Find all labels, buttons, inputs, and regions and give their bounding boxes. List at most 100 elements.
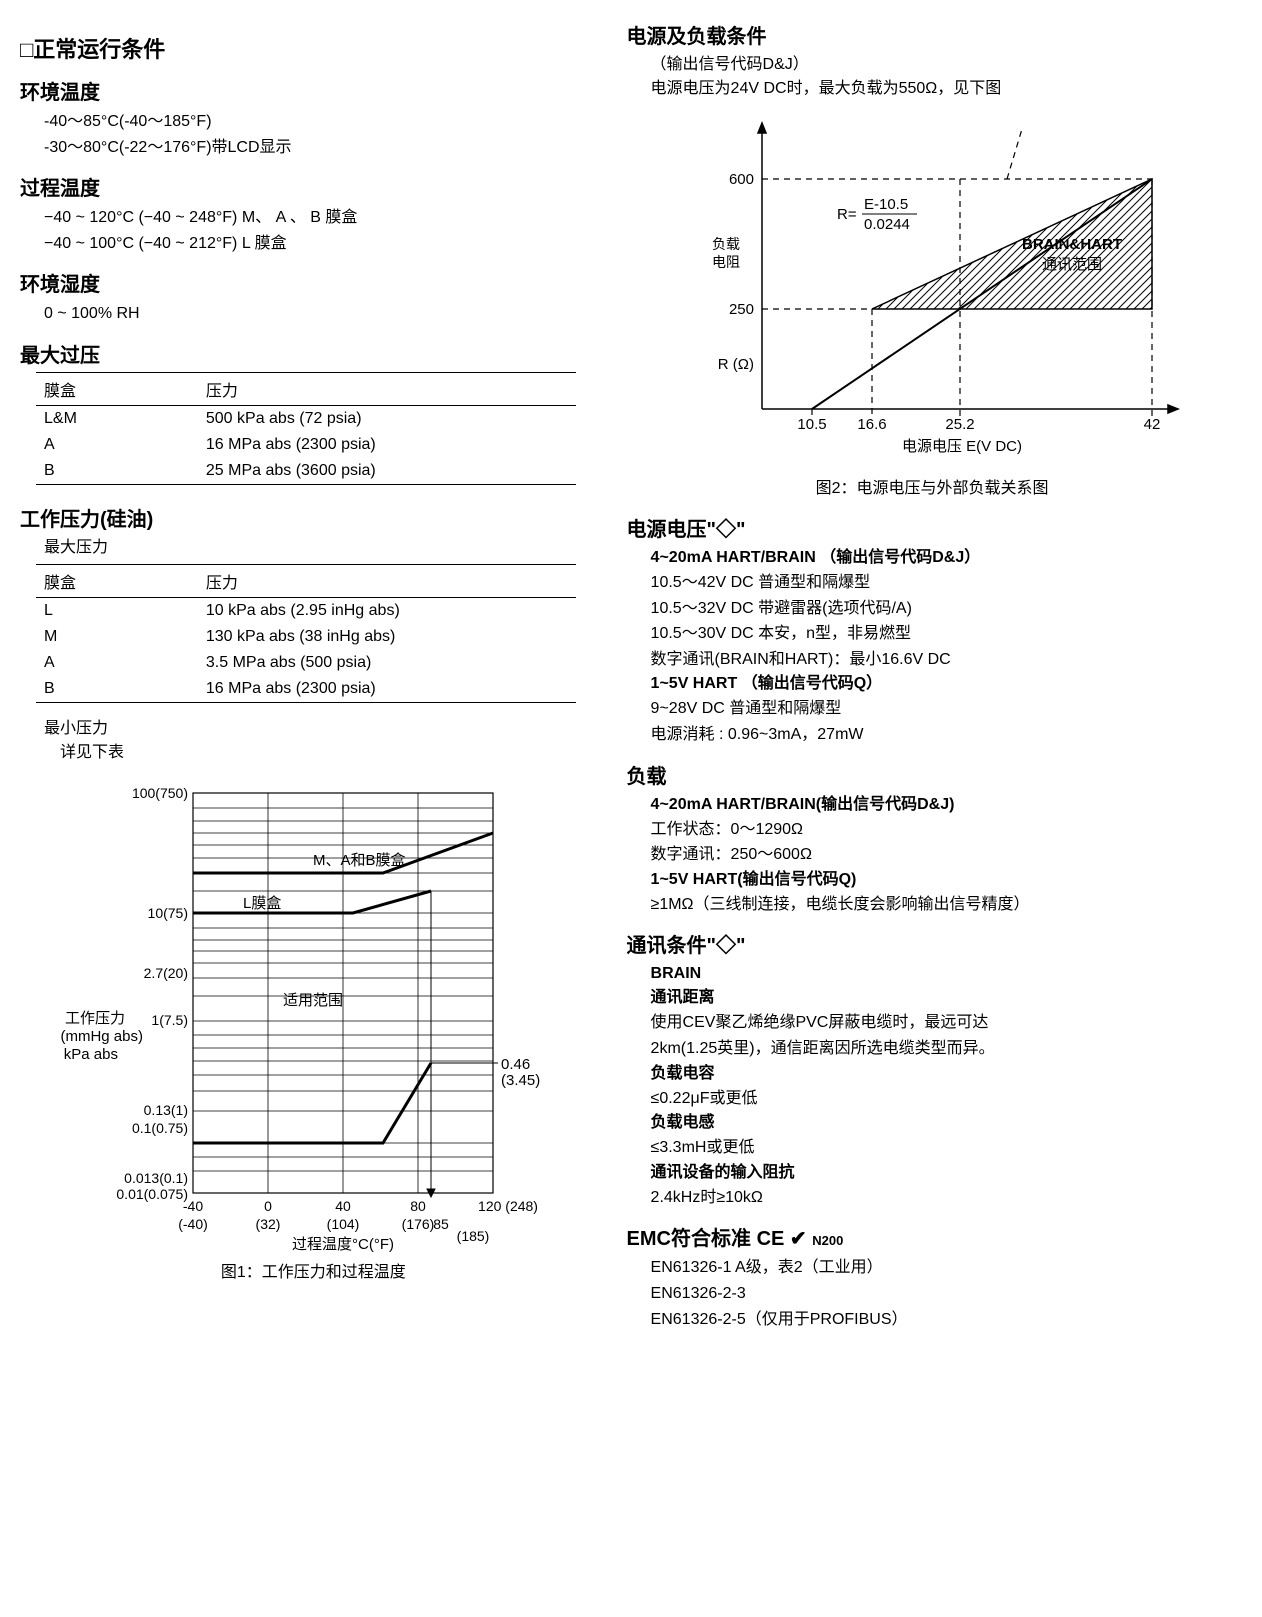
table-cell: 3.5 MPa abs (500 psia): [198, 650, 576, 676]
emc-l2: EN61326-2-3: [651, 1281, 1238, 1307]
figure1-caption: 图1：工作压力和过程温度: [20, 1261, 607, 1285]
pv-l6: 电源消耗 : 0.96~3mA，27mW: [651, 722, 1238, 748]
table-cell: 16 MPa abs (2300 psia): [198, 676, 576, 703]
fig1-ytick: 0.01(0.075): [117, 1186, 189, 1202]
fig1-xsub: 85: [433, 1216, 449, 1232]
table-cell: 25 MPa abs (3600 psia): [198, 458, 576, 485]
fig1-x-label: 过程温度°C(°F): [292, 1236, 394, 1253]
comm-dist-l1: 使用CEV聚乙烯绝缘PVC屏蔽电缆时，最远可达: [651, 1010, 1238, 1036]
fig2-ytick: 250: [729, 301, 754, 318]
fig2-xtick: 16.6: [857, 416, 886, 433]
comm-title: 通讯条件"◇": [627, 929, 1238, 958]
fig1-xtick: -40: [183, 1198, 203, 1214]
fig1-ytick: 0.13(1): [144, 1102, 188, 1118]
fig1-region-l: L膜盒: [243, 895, 281, 912]
fig1-xextra: (185): [457, 1228, 490, 1244]
emc-title: EMC符合标准 CE ✔ N200: [627, 1222, 1238, 1251]
main-heading: □正常运行条件: [20, 32, 607, 64]
fig1-xsub: (176): [402, 1216, 435, 1232]
comm-dist-l2: 2km(1.25英里)，通信距离因所选电缆类型而异。: [651, 1036, 1238, 1062]
fig2-xtick: 10.5: [797, 416, 826, 433]
max-overpressure-title: 最大过压: [20, 339, 607, 368]
comm-imp-l1: 2.4kHz时≥10kΩ: [651, 1185, 1238, 1211]
fig2-region: BRAIN&HART: [1022, 236, 1122, 253]
min-pressure-note: 详见下表: [20, 741, 607, 765]
fig1-xsub: (104): [327, 1216, 360, 1232]
fig1-ytick: 0.013(0.1): [124, 1170, 188, 1186]
pv-l3: 10.5～30V DC 本安，n型，非易燃型: [651, 621, 1238, 647]
process-temp-line2: −40 ~ 100°C (−40 ~ 212°F) L 膜盒: [44, 231, 607, 257]
ambient-humidity-title: 环境湿度: [20, 268, 607, 297]
comm-ind-title: 负载电感: [651, 1111, 1238, 1135]
ambient-temp-title: 环境温度: [20, 76, 607, 105]
fig1-anno-345: (3.45): [501, 1072, 540, 1089]
table-cell: A: [36, 432, 198, 458]
fig1-y-label3: kPa abs: [64, 1046, 118, 1063]
pv-l5: 9~28V DC 普通型和隔爆型: [651, 696, 1238, 722]
fig1-y-label1: 工作压力: [65, 1010, 125, 1027]
fig2-formula-den: 0.0244: [864, 216, 910, 233]
fig2-yunit: R (Ω): [718, 356, 754, 373]
load-h2: 1~5V HART(输出信号代码Q): [651, 868, 1238, 892]
fig1-xsub: (-40): [178, 1216, 208, 1232]
pv-l4: 数字通讯(BRAIN和HART)：最小16.6V DC: [651, 647, 1238, 673]
fig1-xtick: 120 (248): [478, 1198, 538, 1214]
comm-ind-l1: ≤3.3mH或更低: [651, 1135, 1238, 1161]
min-pressure-label: 最小压力: [20, 717, 607, 741]
n200-badge: N200: [812, 1233, 843, 1248]
pv-l2: 10.5～32V DC 带避雷器(选项代码/A): [651, 596, 1238, 622]
table-cell: B: [36, 676, 198, 703]
comm-dist-title: 通讯距离: [651, 986, 1238, 1010]
table-cell: L&M: [36, 405, 198, 432]
emc-title-text: EMC符合标准: [627, 1228, 751, 1250]
table-header: 膜盒: [36, 564, 198, 597]
figure2-caption: 图2：电源电压与外部负载关系图: [627, 477, 1238, 501]
ambient-temp-line1: -40～85°C(-40～185°F): [44, 109, 607, 135]
emc-l3: EN61326-2-5（仅用于PROFIBUS）: [651, 1307, 1238, 1333]
table-cell: 500 kPa abs (72 psia): [198, 405, 576, 432]
fig2-xlabel: 电源电压 E(V DC): [902, 438, 1022, 455]
fig1-ytick: 2.7(20): [144, 965, 188, 981]
fig2-region-sub: 通讯范围: [1042, 256, 1102, 273]
table-header: 压力: [198, 564, 576, 597]
table-cell: 130 kPa abs (38 inHg abs): [198, 624, 576, 650]
c-tick-icon: ✔: [790, 1228, 807, 1250]
process-temp-title: 过程温度: [20, 172, 607, 201]
load-l1: 工作状态：0～1290Ω: [651, 817, 1238, 843]
comm-imp-title: 通讯设备的输入阻抗: [651, 1161, 1238, 1185]
fig1-xtick: 40: [335, 1198, 351, 1214]
comm-cap-l1: ≤0.22μF或更低: [651, 1086, 1238, 1112]
power-load-sub: （输出信号代码D&J）: [627, 53, 1238, 77]
table-cell: B: [36, 458, 198, 485]
process-temp-line1: −40 ~ 120°C (−40 ~ 248°F) M、 A 、 B 膜盒: [44, 205, 607, 231]
figure1-chart: 100(750) 10(75) 2.7(20) 1(7.5) 0.13(1) 0…: [53, 773, 573, 1253]
fig1-y-label2: (mmHg abs): [61, 1028, 144, 1045]
ambient-temp-line2: -30～80°C(-22～176°F)带LCD显示: [44, 135, 607, 161]
load-h1: 4~20mA HART/BRAIN(输出信号代码D&J): [651, 793, 1238, 817]
load-l3: ≥1MΩ（三线制连接，电缆长度会影响输出信号精度）: [651, 892, 1238, 918]
load-title: 负载: [627, 760, 1238, 789]
comm-brain: BRAIN: [651, 962, 1238, 986]
left-column: □正常运行条件 环境温度 -40～85°C(-40～185°F) -30～80°…: [20, 20, 607, 1332]
table-header: 膜盒: [36, 372, 198, 405]
fig1-region-app: 适用范围: [283, 992, 343, 1009]
table-cell: 10 kPa abs (2.95 inHg abs): [198, 597, 576, 624]
fig1-xsub: (32): [256, 1216, 281, 1232]
table-cell: 16 MPa abs (2300 psia): [198, 432, 576, 458]
table-cell: M: [36, 624, 198, 650]
right-column: 电源及负载条件 （输出信号代码D&J） 电源电压为24V DC时，最大负载为55…: [627, 20, 1238, 1332]
power-voltage-title: 电源电压"◇": [627, 513, 1238, 542]
table-cell: L: [36, 597, 198, 624]
pv-h1: 4~20mA HART/BRAIN （输出信号代码D&J）: [651, 546, 1238, 570]
ce-icon: CE: [757, 1228, 785, 1250]
max-overpressure-table: 膜盒 压力 L&M500 kPa abs (72 psia) A16 MPa a…: [36, 372, 576, 485]
pv-h2: 1~5V HART （输出信号代码Q）: [651, 672, 1238, 696]
comm-cap-title: 负载电容: [651, 1062, 1238, 1086]
emc-l1: EN61326-1 A级，表2（工业用）: [651, 1255, 1238, 1281]
fig1-xtick: 80: [410, 1198, 426, 1214]
table-cell: A: [36, 650, 198, 676]
load-l2: 数字通讯：250～600Ω: [651, 842, 1238, 868]
fig2-xtick: 25.2: [945, 416, 974, 433]
table-header: 压力: [198, 372, 576, 405]
page-container: □正常运行条件 环境温度 -40～85°C(-40～185°F) -30～80°…: [20, 20, 1242, 1332]
